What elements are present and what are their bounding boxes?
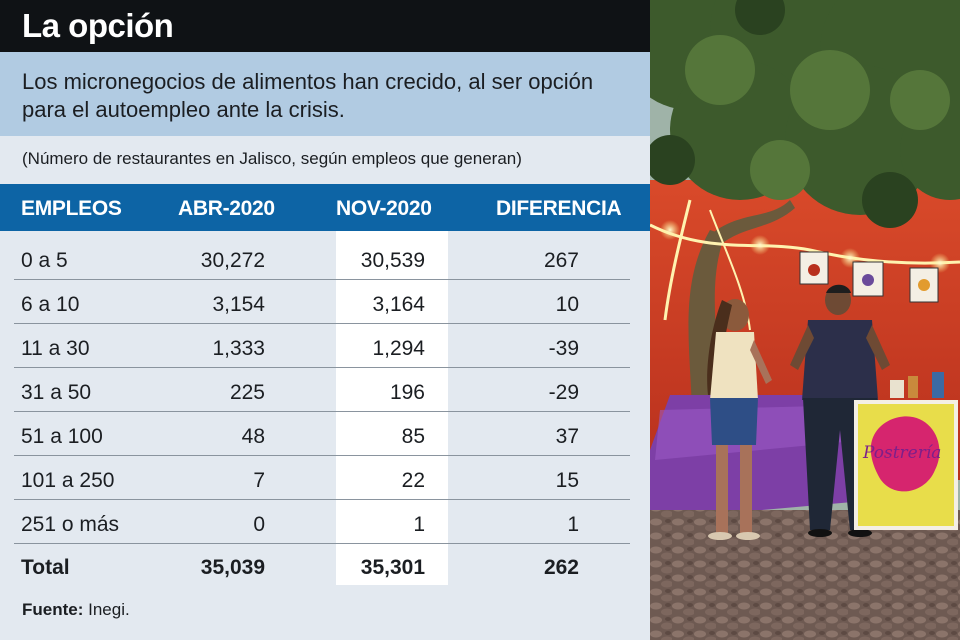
- source-line: Fuente: Inegi.: [22, 600, 130, 620]
- row-nov-value: 1,294: [372, 337, 425, 360]
- total-label: Total: [21, 556, 70, 579]
- total-diff-value: 262: [543, 556, 579, 579]
- header-abr-2020: ABR-2020: [178, 197, 275, 220]
- table-total-row: Total 35,039 35,301 262: [14, 543, 630, 587]
- header-empleos: EMPLEOS: [21, 197, 122, 220]
- source-value: Inegi.: [88, 600, 130, 619]
- row-label: 11 a 30: [21, 337, 90, 360]
- row-nov-value: 22: [401, 469, 425, 492]
- title-bar: La opción: [0, 0, 650, 52]
- row-abr-value: 225: [229, 381, 265, 404]
- table-row: 101 a 250 7 22 15: [14, 456, 630, 500]
- table-row: 0 a 5 30,272 30,539 267: [14, 236, 630, 280]
- total-nov-value: 35,301: [360, 556, 425, 579]
- row-abr-value: 1,333: [212, 337, 265, 360]
- page-title: La opción: [22, 7, 174, 44]
- row-abr-value: 3,154: [212, 293, 265, 316]
- street-food-photo: Postrería: [650, 0, 960, 640]
- row-nov-value: 30,539: [360, 249, 425, 272]
- row-divider: [14, 411, 630, 412]
- header-nov-2020: NOV-2020: [336, 197, 432, 220]
- row-nov-value: 3,164: [372, 293, 425, 316]
- table-header: EMPLEOS ABR-2020 NOV-2020 DIFERENCIA: [0, 184, 650, 231]
- photo-sign-text: Postrería: [862, 443, 941, 463]
- subtitle: Los micronegocios de alimentos han creci…: [22, 69, 594, 122]
- row-label: 6 a 10: [21, 293, 80, 316]
- row-diff-value: 1: [567, 513, 579, 536]
- row-divider: [14, 367, 630, 368]
- table-row: 11 a 30 1,333 1,294 -39: [14, 324, 630, 368]
- table-row: 51 a 100 48 85 37: [14, 412, 630, 456]
- row-diff-value: -29: [548, 381, 579, 404]
- header-diferencia: DIFERENCIA: [496, 197, 622, 220]
- row-diff-value: 15: [555, 469, 579, 492]
- row-abr-value: 7: [253, 469, 265, 492]
- source-label: Fuente:: [22, 600, 84, 619]
- row-nov-value: 196: [389, 381, 425, 404]
- subtitle-box: Los micronegocios de alimentos han creci…: [0, 52, 650, 136]
- row-divider: [14, 323, 630, 324]
- row-label: 251 o más: [21, 513, 120, 536]
- row-label: 0 a 5: [21, 249, 68, 272]
- row-label: 51 a 100: [21, 425, 103, 448]
- row-abr-value: 30,272: [200, 249, 265, 272]
- row-divider: [14, 455, 630, 456]
- row-nov-value: 85: [401, 425, 425, 448]
- row-divider: [14, 499, 630, 500]
- infographic-panel: La opción Los micronegocios de alimentos…: [0, 0, 650, 620]
- row-nov-value: 1: [413, 513, 425, 536]
- row-abr-value: 0: [253, 513, 265, 536]
- row-label: 101 a 250: [21, 469, 115, 492]
- row-label: 31 a 50: [21, 381, 92, 404]
- table-row: 6 a 10 3,154 3,164 10: [14, 280, 630, 324]
- row-diff-value: 267: [543, 249, 579, 272]
- row-abr-value: 48: [241, 425, 265, 448]
- row-diff-value: 10: [555, 293, 579, 316]
- table-row: 251 o más 0 1 1: [14, 500, 630, 544]
- row-diff-value: -39: [548, 337, 579, 360]
- row-divider: [14, 279, 630, 280]
- table-row: 31 a 50 225 196 -29: [14, 368, 630, 412]
- row-diff-value: 37: [555, 425, 579, 448]
- row-divider: [14, 543, 630, 544]
- nov-column-highlight: [336, 231, 448, 585]
- total-abr-value: 35,039: [200, 556, 265, 579]
- table-note: (Número de restaurantes en Jalisco, segú…: [22, 149, 522, 168]
